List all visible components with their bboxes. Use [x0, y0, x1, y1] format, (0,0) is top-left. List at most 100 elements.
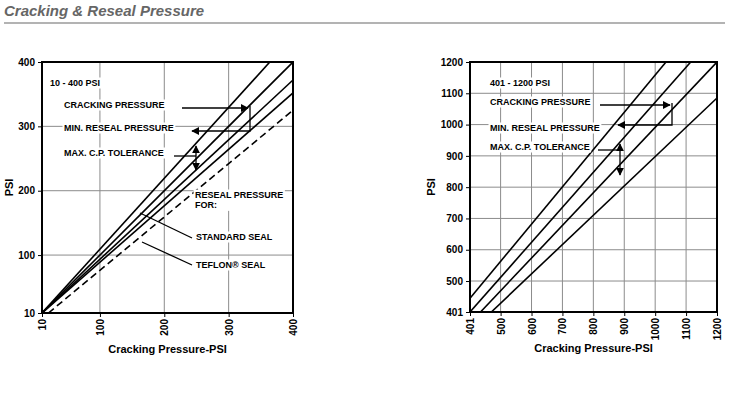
x-tick-label: 1200 [712, 318, 723, 341]
x-tick-label: 1000 [650, 318, 661, 341]
grid-line-y [470, 218, 717, 219]
x-axis-title: Cracking Pressure-PSI [534, 342, 653, 354]
y-axis-title: PSI [425, 178, 437, 196]
x-axis-title: Cracking Pressure-PSI [108, 343, 227, 355]
series-line [42, 62, 293, 313]
page-title: Cracking & Reseal Pressure [4, 2, 204, 19]
chart-panel: 401 500 600 700 800 900 1000 1100 1200 401 500 600 7… [425, 57, 723, 354]
y-tick: 300 [18, 121, 42, 132]
y-axis: 401500600700800900100011001200 [441, 57, 471, 318]
x-tick: 600 [527, 312, 538, 335]
y-tick: 1200 [441, 57, 470, 68]
grid-line-y [470, 249, 717, 250]
annotation: MAX. C.P. TOLERANCE [490, 142, 590, 152]
x-tick: 800 [588, 312, 599, 335]
x-tick-label: 401 [465, 318, 476, 335]
arrow [142, 242, 192, 265]
grid-line-y [470, 155, 717, 156]
series-line [470, 62, 666, 298]
chart-panel: 1010020030040010100200300400Cracking Pre… [3, 57, 299, 355]
y-tick-label: 401 [446, 307, 463, 318]
title-rule [4, 22, 725, 24]
series-line [42, 62, 270, 313]
plot-frame [42, 62, 293, 313]
y-tick: 401 [446, 307, 470, 318]
chart-title: 401 - 1200 PSI [490, 78, 550, 88]
annotation: MAX. C.P. TOLERANCE [64, 148, 164, 158]
annotation: MIN. RESEAL PRESSURE [64, 123, 174, 133]
x-tick-label: 100 [95, 319, 106, 336]
arrow [192, 106, 250, 131]
x-tick: 100 [95, 313, 106, 336]
x-tick: 400 [288, 313, 299, 336]
y-tick-label: 400 [18, 57, 35, 68]
grid-line-y [470, 281, 717, 282]
grid [42, 62, 293, 313]
y-axis-title: PSI [3, 179, 15, 197]
label-patch [63, 100, 167, 111]
x-tick-label: 500 [496, 318, 507, 335]
label-patch [489, 142, 592, 153]
x-tick: 900 [619, 312, 630, 335]
annotation-arrows [598, 103, 672, 175]
arrow [140, 213, 192, 238]
grid [470, 62, 717, 312]
annotation: TEFLON® SEAL [196, 260, 266, 270]
y-tick: 10 [24, 308, 42, 319]
x-axis: 10 100 200 300 400 [37, 313, 299, 336]
y-tick-label: 800 [446, 182, 463, 193]
x-tick-label: 1100 [681, 318, 692, 340]
label-patch [195, 260, 268, 271]
y-tick-label: 300 [18, 121, 35, 132]
y-tick: 500 [446, 276, 470, 287]
series-line [42, 93, 293, 313]
lines [470, 62, 717, 312]
plot-frame [470, 62, 717, 312]
y-axis: 10100200300400 [18, 57, 42, 319]
label-patch [49, 78, 102, 89]
label-patch [489, 123, 602, 134]
series-line [470, 62, 691, 312]
arrow [619, 144, 620, 175]
y-tick: 700 [446, 213, 470, 224]
x-tick: 10 [37, 313, 48, 330]
x-tick: 1000 [650, 312, 661, 340]
x-tick: 1100 [681, 312, 692, 340]
grid-line-y [470, 187, 717, 188]
x-tick: 1200 [712, 312, 723, 340]
x-tick: 200 [159, 313, 170, 336]
annotations: 10 - 400 PSICRACKING PRESSUREMIN. RESEAL… [49, 78, 285, 271]
x-tick-label: 400 [288, 319, 299, 336]
y-tick: 1000 [441, 119, 470, 130]
x-tick-label: 600 [527, 318, 538, 335]
annotation: MIN. RESEAL PRESSURE [490, 123, 600, 133]
x-tick: 401 [465, 312, 476, 335]
x-tick-label: 700 [557, 318, 568, 335]
y-tick: 600 [446, 244, 470, 255]
annotation: RESEAL PRESSUREFOR: [195, 190, 283, 210]
y-tick: 900 [446, 151, 470, 162]
x-tick-label: 10 [37, 319, 48, 331]
annotations: 401 - 1200 PSI CRACKING PRESSURE MIN. RESE… [489, 78, 602, 153]
y-tick-label: 700 [446, 213, 463, 224]
arrow [598, 149, 620, 150]
annotation: STANDARD SEAL [196, 232, 273, 242]
arrow [182, 107, 248, 108]
x-axis: 401 500 600 700 800 900 1000 1100 1200 [465, 312, 723, 340]
arrow [195, 146, 196, 170]
grid-line-y [42, 255, 293, 256]
chart-title: 10 - 400 PSI [50, 78, 100, 88]
label-patch [195, 232, 275, 243]
arrow [600, 104, 670, 105]
lines [42, 62, 293, 313]
x-tick-label: 300 [224, 319, 235, 336]
x-tick-label: 800 [588, 318, 599, 335]
y-tick: 400 [18, 57, 42, 68]
y-tick-label: 500 [446, 276, 463, 287]
series-line [42, 80, 293, 313]
annotation: CRACKING PRESSURE [490, 97, 591, 107]
grid-line-y [470, 93, 717, 94]
y-tick-label: 900 [446, 151, 463, 162]
series-line [481, 62, 717, 312]
label-patch [489, 97, 593, 108]
